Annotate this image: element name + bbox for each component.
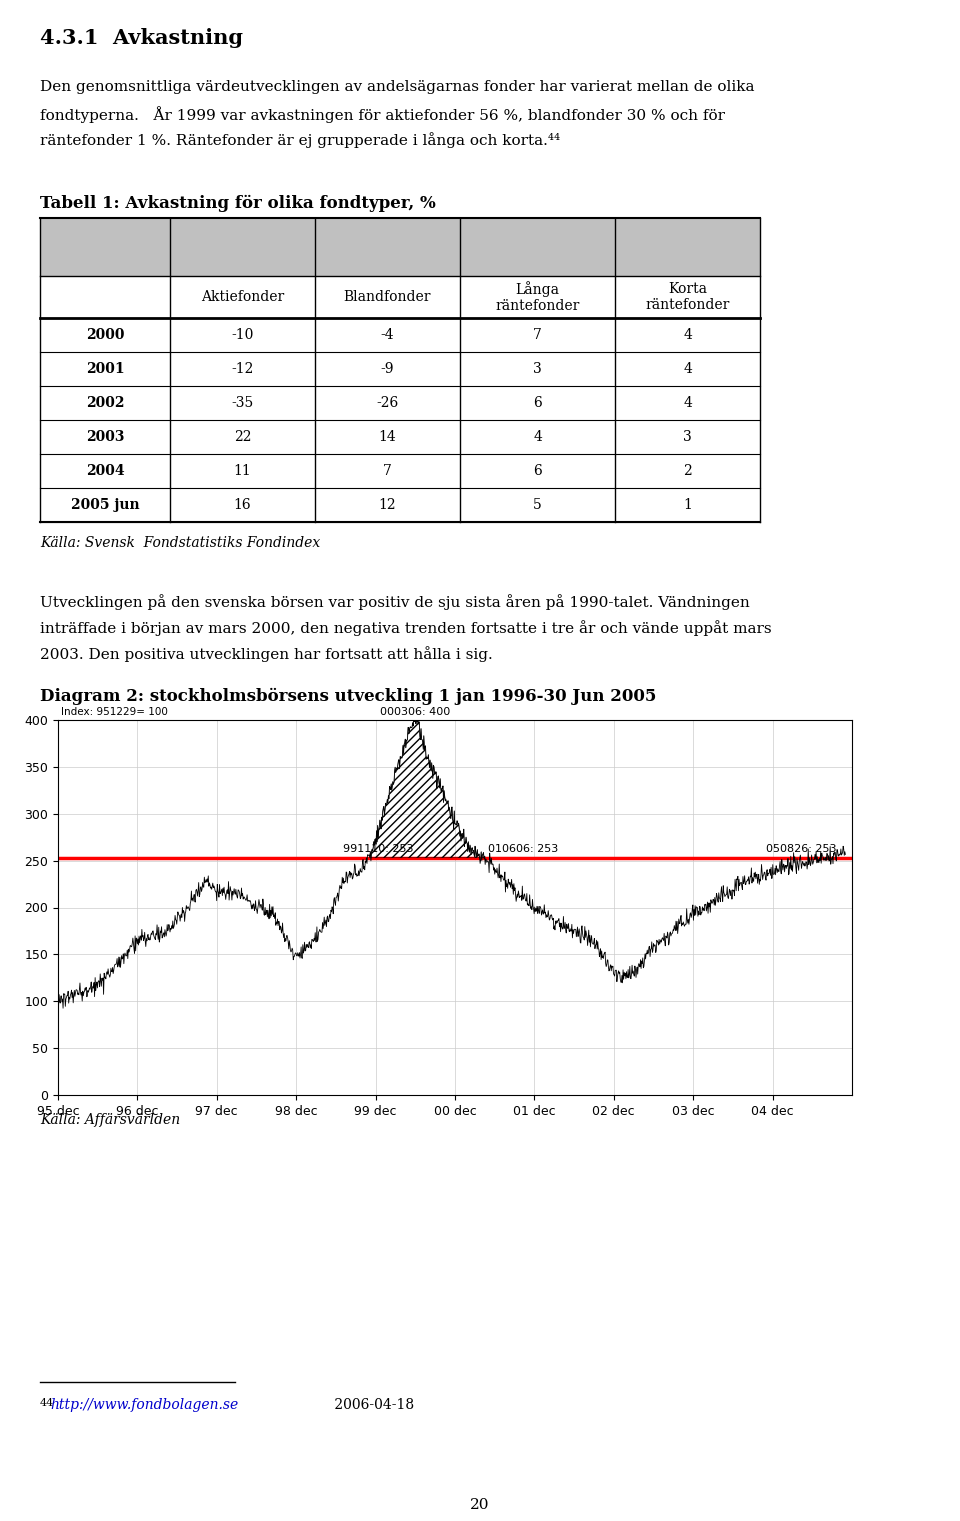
Text: 44: 44 [40,1398,55,1408]
Text: 2: 2 [684,464,692,478]
Text: 991110: 253: 991110: 253 [343,844,413,855]
Text: -26: -26 [376,395,398,411]
Text: 7: 7 [383,464,392,478]
Text: 2003: 2003 [85,430,124,444]
Text: http://www.fondbolagen.se: http://www.fondbolagen.se [50,1398,238,1411]
Text: 2002: 2002 [85,395,124,411]
Text: Aktiefonder: Aktiefonder [201,291,284,304]
Bar [40,275,760,318]
Text: 4: 4 [684,395,692,411]
Text: Tabell 1: Avkastning för olika fondtyper, %: Tabell 1: Avkastning för olika fondtyper… [40,195,436,211]
Text: Källa: Svensk  Fondstatistiks Fondindex: Källa: Svensk Fondstatistiks Fondindex [40,535,321,551]
Text: 2000: 2000 [85,329,124,342]
Text: 4: 4 [533,430,542,444]
Text: 2004: 2004 [85,464,124,478]
Text: -12: -12 [231,362,253,376]
Text: 12: 12 [378,497,396,513]
Text: 2003. Den positiva utvecklingen har fortsatt att hålla i sig.: 2003. Den positiva utvecklingen har fort… [40,646,492,662]
Text: räntefonder 1 %. Räntefonder är ej grupperade i långa och korta.⁴⁴: räntefonder 1 %. Räntefonder är ej grupp… [40,132,560,148]
Text: Källa: Affärsvärlden: Källa: Affärsvärlden [40,1113,180,1127]
Text: 20: 20 [470,1498,490,1512]
Text: 16: 16 [233,497,252,513]
Text: 2001: 2001 [85,362,124,376]
Text: 1: 1 [684,497,692,513]
Bar [40,218,760,275]
Text: 6: 6 [533,395,541,411]
Text: 2006-04-18: 2006-04-18 [330,1398,414,1411]
Text: 2005 jun: 2005 jun [71,497,139,513]
Text: inträffade i början av mars 2000, den negativa trenden fortsatte i tre år och vä: inträffade i början av mars 2000, den ne… [40,621,772,636]
Text: 6: 6 [533,464,541,478]
Text: 010606: 253: 010606: 253 [488,844,559,855]
Text: 11: 11 [233,464,252,478]
Text: 4: 4 [684,362,692,376]
Text: Den genomsnittliga värdeutvecklingen av andelsägarnas fonder har varierat mellan: Den genomsnittliga värdeutvecklingen av … [40,81,755,94]
Text: -4: -4 [381,329,395,342]
Text: Blandfonder: Blandfonder [344,291,431,304]
Text: Korta
räntefonder: Korta räntefonder [645,281,730,312]
Text: 7: 7 [533,329,542,342]
Text: Utvecklingen på den svenska börsen var positiv de sju sista åren på 1990-talet. : Utvecklingen på den svenska börsen var p… [40,595,750,610]
Text: 3: 3 [533,362,541,376]
Text: 14: 14 [378,430,396,444]
Text: fondtyperna.   År 1999 var avkastningen för aktiefonder 56 %, blandfonder 30 % o: fondtyperna. År 1999 var avkastningen fö… [40,106,725,123]
Text: 000306: 400: 000306: 400 [380,707,450,718]
Text: 050826: 253: 050826: 253 [766,844,836,855]
Text: 22: 22 [233,430,252,444]
Text: Diagram 2: stockholmsbörsens utveckling 1 jan 1996-30 Jun 2005: Diagram 2: stockholmsbörsens utveckling … [40,687,657,706]
Text: 4.3.1  Avkastning: 4.3.1 Avkastning [40,27,243,49]
Text: -10: -10 [231,329,253,342]
Text: Långa
räntefonder: Långa räntefonder [495,281,580,313]
Text: -35: -35 [231,395,253,411]
Text: -9: -9 [381,362,395,376]
Text: Index: 951229= 100: Index: 951229= 100 [61,707,168,718]
Text: 5: 5 [533,497,541,513]
Text: 4: 4 [684,329,692,342]
Text: 3: 3 [684,430,692,444]
